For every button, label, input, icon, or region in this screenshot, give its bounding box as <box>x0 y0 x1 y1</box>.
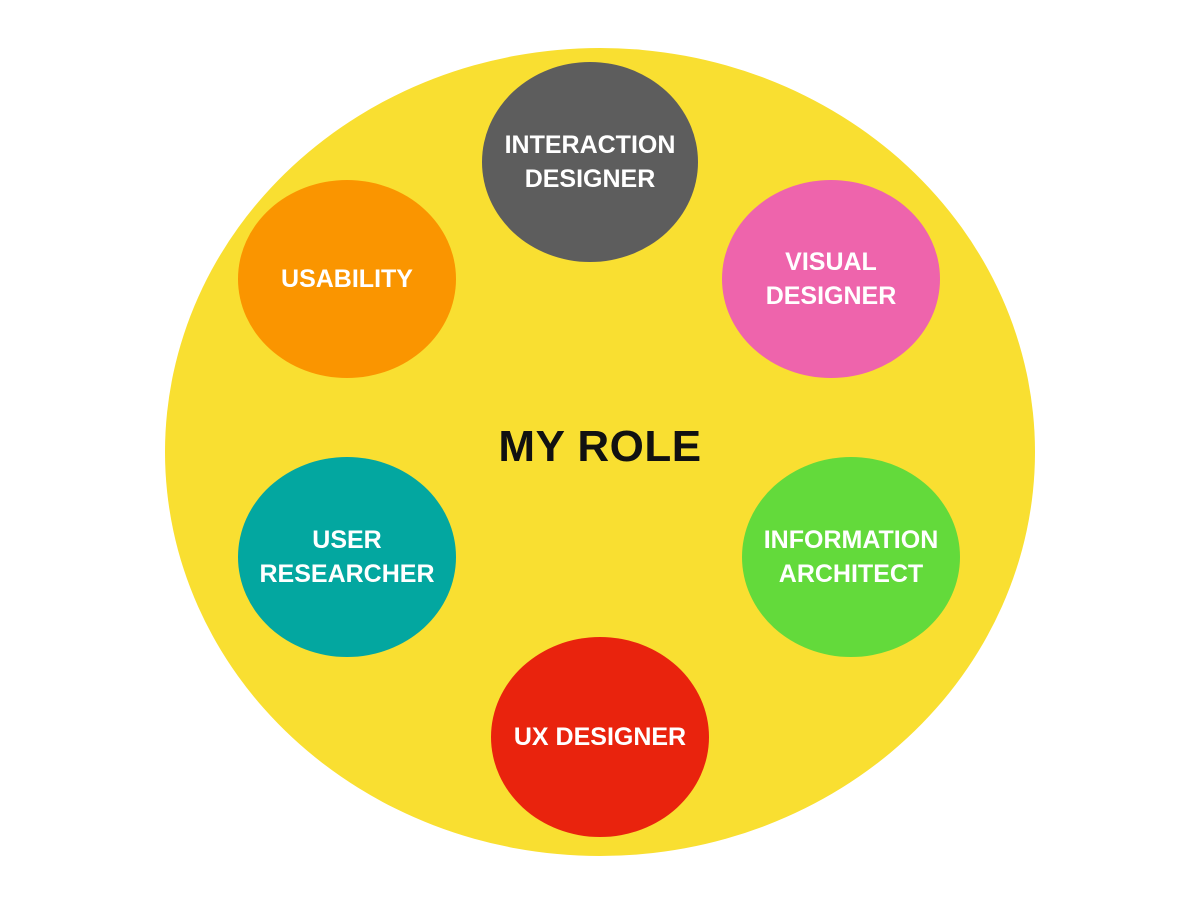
role-usability-circle: USABILITY <box>238 180 456 378</box>
role-interaction-designer-label: INTERACTION DESIGNER <box>504 131 676 193</box>
role-interaction-designer-circle: INTERACTION DESIGNER <box>482 62 698 262</box>
role-ux-designer-label: UX DESIGNER <box>513 723 687 751</box>
role-user-researcher-circle: USER RESEARCHER <box>238 457 456 657</box>
role-usability-label: USABILITY <box>281 265 413 293</box>
role-ux-designer-circle: UX DESIGNER <box>491 637 709 837</box>
role-visual-designer-circle: VISUAL DESIGNER <box>722 180 940 378</box>
center-label: MY ROLE <box>498 422 702 471</box>
role-visual-designer-label: VISUAL DESIGNER <box>765 248 897 310</box>
role-user-researcher-label: USER RESEARCHER <box>259 526 435 588</box>
role-information-architect-circle: INFORMATION ARCHITECT <box>742 457 960 657</box>
role-information-architect-label: INFORMATION ARCHITECT <box>763 526 939 588</box>
